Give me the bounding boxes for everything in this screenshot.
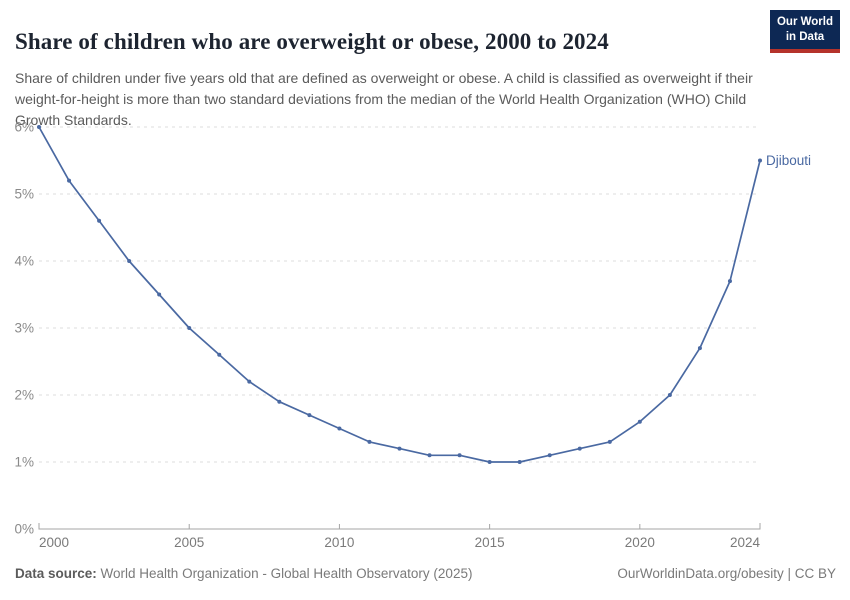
data-point [667, 393, 672, 397]
y-axis-label: 3% [14, 321, 34, 336]
data-point [67, 178, 72, 183]
data-point [547, 453, 552, 458]
y-axis-label: 6% [14, 120, 34, 135]
data-point [517, 460, 522, 464]
data-point [758, 158, 762, 163]
x-axis-line [38, 523, 761, 530]
data-point [37, 125, 41, 129]
data-point [697, 346, 702, 351]
data-point [187, 326, 192, 330]
x-axis-label: 2020 [625, 535, 655, 550]
data-source-label: Data source: [15, 566, 97, 581]
data-point [307, 413, 312, 418]
y-axis-label: 1% [14, 455, 34, 470]
data-point [217, 352, 222, 357]
data-point [97, 218, 102, 223]
y-axis-label: 4% [14, 254, 34, 269]
data-point [337, 426, 342, 431]
x-axis-label: 2010 [324, 535, 354, 550]
license-link[interactable]: OurWorldinData.org/obesity | CC BY [617, 566, 836, 581]
x-axis-label: 2024 [730, 535, 761, 550]
data-point [367, 439, 372, 444]
chart-area: 0% 1% 2% 3% 4% 5% 6% 2000 2005 2010 2015 2020 2024 Dj… [0, 110, 850, 565]
chart-footer: Data source: World Health Organization -… [0, 566, 850, 581]
data-point [457, 453, 462, 458]
data-point [427, 453, 432, 458]
data-point [637, 419, 642, 424]
owid-logo-line1: Our World [776, 16, 833, 28]
chart-subtitle: Share of children under five years old t… [15, 70, 753, 128]
data-point [157, 292, 162, 297]
data-point [487, 460, 492, 464]
data-point [247, 379, 252, 384]
data-source-note: Data source: World Health Organization -… [15, 566, 472, 581]
owid-logo[interactable]: Our World in Data [770, 10, 840, 53]
data-point [577, 446, 582, 451]
owid-logo-line2: in Data [785, 30, 825, 43]
data-point [607, 439, 612, 444]
x-axis-label: 2015 [475, 535, 505, 550]
x-axis-label: 2005 [174, 535, 204, 550]
chart-svg: 0% 1% 2% 3% 4% 5% 6% 2000 2005 2010 2015 2020 2024 Dj… [14, 120, 811, 551]
y-axis-label: 5% [14, 187, 34, 202]
data-point [397, 446, 402, 451]
series-label-djibouti: Djibouti [766, 153, 811, 168]
data-line-djibouti [38, 126, 761, 463]
page-title: Share of children who are overweight or … [15, 29, 609, 55]
y-axis-label: 2% [14, 388, 34, 403]
data-point [727, 279, 732, 284]
x-axis-label: 2000 [39, 535, 69, 550]
data-point [127, 259, 132, 263]
data-source-text: World Health Organization - Global Healt… [96, 566, 473, 581]
y-axis-label: 0% [14, 522, 34, 537]
data-point [277, 399, 282, 404]
